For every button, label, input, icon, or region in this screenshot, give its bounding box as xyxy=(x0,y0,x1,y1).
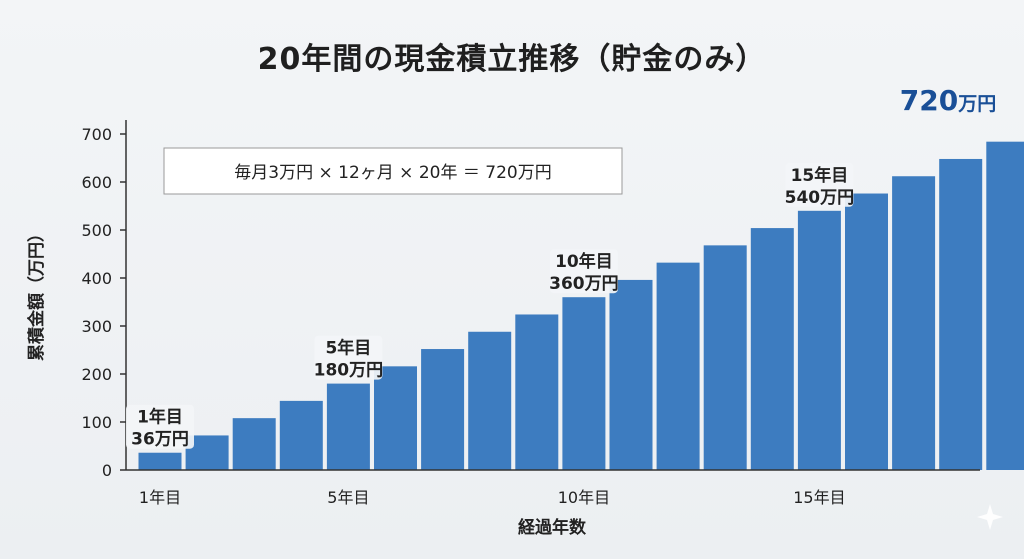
x-tick-label: 10年目 xyxy=(558,488,610,507)
annotation-bg xyxy=(549,249,618,294)
bar-year-16 xyxy=(845,193,888,470)
annotation-value: 360万円 xyxy=(549,274,619,294)
y-tick-label: 100 xyxy=(81,413,112,432)
bar-year-4 xyxy=(279,400,323,470)
annotation-year: 1年目 xyxy=(137,407,183,428)
x-tick-label: 5年目 xyxy=(327,488,369,507)
bar-year-14 xyxy=(750,228,794,470)
y-tick-label: 400 xyxy=(81,269,112,288)
bar-year-11 xyxy=(609,279,653,470)
bar-year-19 xyxy=(986,141,1024,470)
bars-layer xyxy=(138,141,1024,471)
final-value-unit: 万円 xyxy=(957,93,996,115)
bar-year-18 xyxy=(939,158,983,470)
bar-year-10 xyxy=(562,297,606,470)
bar-year-13 xyxy=(703,245,747,470)
annotation-bg xyxy=(314,335,383,380)
bar-year-7 xyxy=(421,349,465,470)
y-axis-title: 累積金額（万円） xyxy=(26,225,47,361)
annotation-value: 36万円 xyxy=(131,430,189,450)
bar-year-17 xyxy=(892,176,936,471)
y-tick-label: 700 xyxy=(81,125,112,144)
annotation-bg xyxy=(785,162,854,207)
bar-year-8 xyxy=(468,331,512,470)
annotation-year: 10年目 xyxy=(555,251,613,272)
bar-year-9 xyxy=(515,314,559,470)
bar-year-1 xyxy=(138,452,182,470)
y-tick-label: 200 xyxy=(81,365,112,384)
x-tick-label: 1年目 xyxy=(139,488,181,507)
y-tick-label: 500 xyxy=(81,221,112,240)
annotation-value: 540万円 xyxy=(785,188,855,208)
y-tick-label: 300 xyxy=(81,317,112,336)
x-axis-title: 経過年数 xyxy=(518,517,587,538)
y-tick-label: 600 xyxy=(81,173,112,192)
bar-year-3 xyxy=(232,418,276,470)
x-tick-label: 15年目 xyxy=(793,488,845,507)
annotation-bg xyxy=(126,404,194,449)
bar-year-5 xyxy=(326,383,370,470)
bar-year-6 xyxy=(374,366,417,470)
axes-layer: 01002003004005006007001年目5年目10年目15年目20年目 xyxy=(81,120,980,507)
chart-title: 20年間の現金積立推移（貯金のみ） xyxy=(257,42,767,77)
final-value-number: 720 xyxy=(900,84,958,117)
formula-box: 毎月3万円 × 12ヶ月 × 20年 ＝ 720万円 xyxy=(163,147,623,195)
final-value-label: 720万円 xyxy=(900,84,996,117)
annotation-value: 180万円 xyxy=(314,361,384,381)
y-tick-label: 0 xyxy=(102,461,112,480)
sparkle-icon xyxy=(977,504,1003,530)
bar-year-12 xyxy=(656,262,700,470)
bar-year-15 xyxy=(797,210,841,471)
annotation-year: 5年目 xyxy=(325,338,371,359)
annotation-year: 15年目 xyxy=(791,165,849,186)
formula-text: 毎月3万円 × 12ヶ月 × 20年 ＝ 720万円 xyxy=(234,163,551,183)
